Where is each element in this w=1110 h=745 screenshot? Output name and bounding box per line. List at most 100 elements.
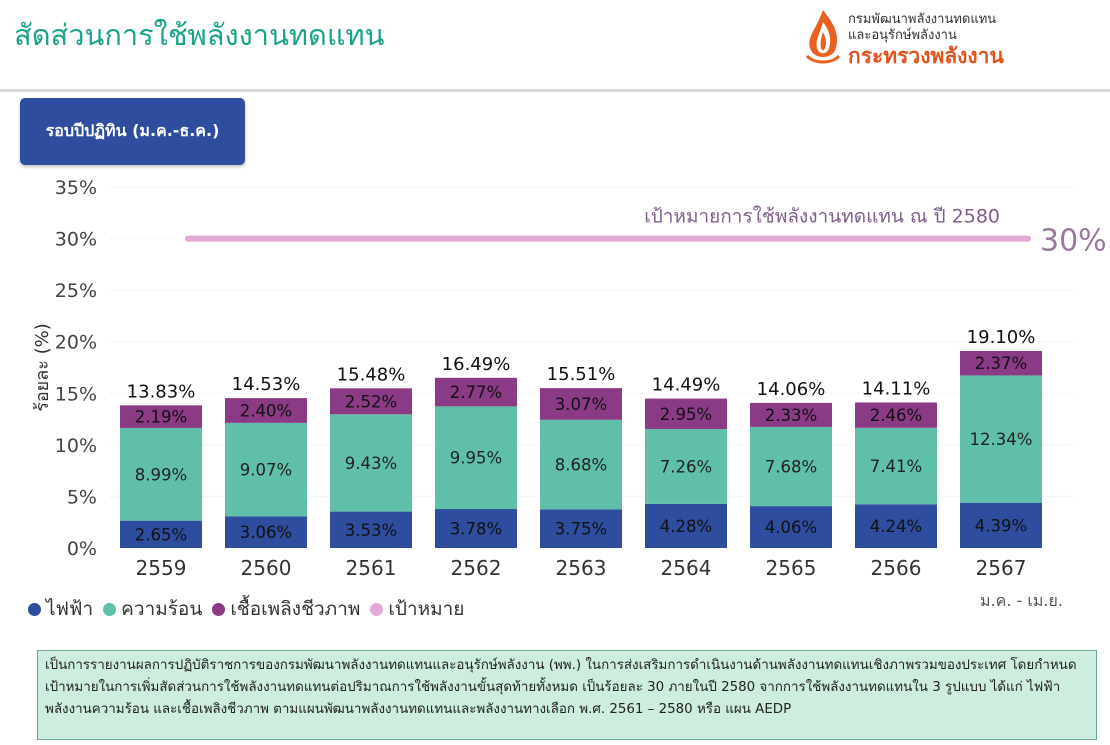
bar-segment <box>750 426 832 507</box>
bar-segment <box>120 427 202 521</box>
bar-segment <box>120 520 202 548</box>
total-data-label: 13.83% <box>127 381 196 402</box>
bar-segment <box>225 398 307 423</box>
y-tick-label: 35% <box>55 177 97 199</box>
segment-data-label: 4.28% <box>660 517 712 536</box>
segment-data-label: 4.39% <box>975 516 1027 535</box>
x-tick-label: 2565 <box>766 556 817 580</box>
bar-segment <box>330 388 412 415</box>
y-axis-title: ร้อยละ (%) <box>32 323 53 412</box>
x-tick-label: 2561 <box>346 556 397 580</box>
bar-segment <box>645 428 727 504</box>
y-tick-label: 30% <box>55 229 97 251</box>
flame-logo-icon <box>805 10 841 64</box>
description-box: เป็นการรายงานผลการปฏิบัติราชการของกรมพัฒ… <box>37 650 1097 740</box>
x-tick-label: 2566 <box>871 556 922 580</box>
partial-year-note: ม.ค. - เม.ย. <box>980 591 1063 610</box>
segment-data-label: 3.53% <box>345 521 397 540</box>
legend-item-electricity[interactable]: ไฟฟ้า <box>28 594 93 624</box>
header-divider <box>0 89 1110 92</box>
bar-segment <box>750 506 832 548</box>
bar-segment <box>645 398 727 429</box>
org-name-line1: กรมพัฒนาพลังงานทดแทน <box>848 12 997 27</box>
segment-data-label: 2.19% <box>135 408 187 427</box>
bar-segment <box>855 504 937 548</box>
legend-marker <box>28 602 41 616</box>
bar-segment <box>120 405 202 428</box>
bar-segment <box>960 502 1042 548</box>
segment-data-label: 2.95% <box>660 405 712 424</box>
legend-item-target[interactable]: เป้าหมาย <box>370 594 464 624</box>
legend-marker <box>370 602 384 616</box>
y-tick-label: 25% <box>55 280 97 302</box>
segment-data-label: 2.77% <box>450 383 502 402</box>
segment-data-label: 2.65% <box>135 525 187 544</box>
bar-segment <box>540 509 622 548</box>
segment-data-label: 7.41% <box>870 457 922 476</box>
segment-data-label: 9.43% <box>345 454 397 473</box>
bar-segment <box>960 350 1042 376</box>
total-data-label: 14.53% <box>232 374 301 395</box>
bar-segment <box>435 509 517 548</box>
y-tick-label: 20% <box>55 332 97 354</box>
segment-data-label: 7.68% <box>765 458 817 477</box>
bar-segment <box>540 419 622 510</box>
bar-segment <box>750 402 832 427</box>
segment-data-label: 3.78% <box>450 520 502 539</box>
ministry-logo: กรมพัฒนาพลังงานทดแทน และอนุรักษ์พลังงาน … <box>802 6 1102 70</box>
segment-data-label: 3.75% <box>555 520 607 539</box>
total-data-label: 14.49% <box>652 375 721 396</box>
legend-label: ความร้อน <box>121 598 203 620</box>
segment-data-label: 2.40% <box>240 402 292 421</box>
total-data-label: 15.48% <box>337 364 406 385</box>
x-tick-label: 2560 <box>241 556 292 580</box>
segment-data-label: 2.52% <box>345 392 397 411</box>
calendar-period-button[interactable]: รอบปีปฏิทิน (ม.ค.-ธ.ค.) <box>20 98 245 165</box>
total-data-label: 15.51% <box>547 364 616 385</box>
total-data-label: 16.49% <box>442 354 511 375</box>
ministry-name: กระทรวงพลังงาน <box>848 44 1004 68</box>
bar-segment <box>855 402 937 428</box>
bar-segment <box>855 427 937 505</box>
target-label: เป้าหมายการใช้พลังงานทดแทน ณ ปี 2580 <box>644 206 1000 228</box>
segment-data-label: 2.33% <box>765 406 817 425</box>
chart-legend: ไฟฟ้า ความร้อน เชื้อเพลิงชีวภาพ เป้าหมาย <box>28 596 474 622</box>
legend-item-biofuel[interactable]: เชื้อเพลิงชีวภาพ <box>212 594 360 624</box>
page-title: สัดส่วนการใช้พลังงานทดแทน <box>14 18 385 52</box>
segment-data-label: 4.06% <box>765 518 817 537</box>
y-tick-label: 10% <box>55 435 97 457</box>
bar-segment <box>960 375 1042 503</box>
y-tick-label: 5% <box>67 486 97 508</box>
legend-item-heat[interactable]: ความร้อน <box>103 594 202 624</box>
renewable-share-chart: เป้าหมายการใช้พลังงานทดแทน ณ ปี 258030% … <box>32 177 1107 580</box>
bar-segment <box>225 422 307 517</box>
org-name-line2: และอนุรักษ์พลังงาน <box>848 28 957 43</box>
bar-segment <box>330 414 412 512</box>
total-data-label: 19.10% <box>967 327 1036 348</box>
segment-data-label: 4.24% <box>870 517 922 536</box>
legend-label: ไฟฟ้า <box>46 598 94 620</box>
x-tick-label: 2563 <box>556 556 607 580</box>
bar-segment <box>330 511 412 548</box>
segment-data-label: 2.46% <box>870 406 922 425</box>
segment-data-label: 7.26% <box>660 457 712 476</box>
x-tick-label: 2562 <box>451 556 502 580</box>
bar-segment <box>435 377 517 407</box>
legend-label: เป้าหมาย <box>388 598 465 620</box>
segment-data-label: 8.99% <box>135 465 187 484</box>
legend-marker <box>212 602 226 616</box>
x-tick-label: 2567 <box>976 556 1027 580</box>
segment-data-label: 12.34% <box>970 430 1033 449</box>
target-value-label: 30% <box>1040 224 1107 259</box>
segment-data-label: 8.68% <box>555 456 607 475</box>
x-tick-label: 2559 <box>136 556 187 580</box>
bar-segment <box>645 503 727 548</box>
x-tick-label: 2564 <box>661 556 712 580</box>
bar-segment <box>225 516 307 548</box>
segment-data-label: 3.06% <box>240 523 292 542</box>
legend-marker <box>103 602 117 616</box>
legend-label: เชื้อเพลิงชีวภาพ <box>230 598 361 620</box>
segment-data-label: 9.07% <box>240 461 292 480</box>
segment-data-label: 2.37% <box>975 354 1027 373</box>
segment-data-label: 3.07% <box>555 395 607 414</box>
